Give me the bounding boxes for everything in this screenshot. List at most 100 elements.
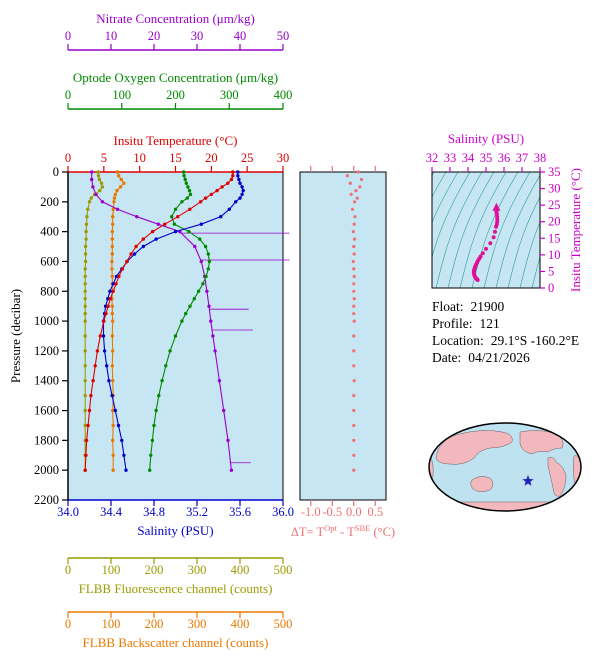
svg-text:20: 20 — [148, 29, 161, 43]
svg-text:33: 33 — [444, 151, 457, 165]
svg-text:300: 300 — [188, 563, 207, 577]
svg-text:5: 5 — [548, 264, 554, 278]
pressure-axis-title: Pressure (decibar) — [8, 288, 23, 384]
oxygen-axis: 0 100 200 300 400 — [65, 88, 293, 110]
delta-t-label-sup1: Opt — [324, 523, 337, 533]
svg-text:36: 36 — [498, 151, 511, 165]
svg-text:40: 40 — [234, 29, 247, 43]
map-border — [428, 422, 582, 512]
nitrate-spike-lines — [179, 232, 290, 464]
nitrate-axis: 0 10 20 30 40 50 — [65, 29, 290, 51]
delta-t-plot-area — [300, 172, 386, 500]
temperature-axis-title: Insitu Temperature (°C) — [113, 133, 238, 148]
svg-text:100: 100 — [112, 88, 131, 102]
svg-text:500: 500 — [274, 563, 293, 577]
svg-text:5: 5 — [101, 151, 107, 165]
svg-text:25: 25 — [241, 151, 254, 165]
svg-text:30: 30 — [277, 151, 290, 165]
svg-text:1800: 1800 — [34, 433, 59, 447]
temperature-axis: 0 5 10 15 20 25 30 — [65, 151, 290, 173]
date-value: 04/21/2026 — [468, 350, 530, 365]
salinity-axis: 34.0 34.4 34.8 35.2 35.6 36.0 — [57, 499, 294, 519]
world-map — [428, 422, 582, 512]
svg-text:0: 0 — [65, 88, 71, 102]
svg-text:2200: 2200 — [34, 493, 59, 507]
date-row: Date: 04/21/2026 — [432, 349, 579, 366]
svg-text:25: 25 — [548, 198, 561, 212]
nitrate-profile — [90, 170, 234, 472]
svg-text:300: 300 — [220, 88, 239, 102]
svg-text:800: 800 — [40, 284, 59, 298]
svg-text:100: 100 — [102, 563, 121, 577]
svg-text:34.0: 34.0 — [57, 505, 79, 519]
date-label: Date: — [432, 350, 462, 365]
salinity-axis-title: Salinity (PSU) — [137, 523, 214, 538]
map-land-eurasia — [435, 430, 513, 465]
delta-t-panel: -1.0 -0.5 0.0 0.5 — [299, 166, 387, 519]
pressure-axis: 0 200 400 600 800 1000 1200 1400 1600 1800 2000 220… — [34, 165, 284, 507]
svg-text:35.2: 35.2 — [186, 505, 208, 519]
svg-text:50: 50 — [277, 29, 290, 43]
svg-text:35: 35 — [480, 151, 493, 165]
svg-text:32: 32 — [426, 151, 439, 165]
svg-text:15: 15 — [169, 151, 182, 165]
svg-text:35: 35 — [548, 165, 561, 179]
fluorescence-axis: 0 100 200 300 400 500 — [65, 557, 293, 577]
svg-text:0: 0 — [65, 617, 71, 631]
svg-text:30: 30 — [191, 29, 204, 43]
delta-t-label-sup2: SBE — [354, 523, 371, 533]
svg-text:400: 400 — [231, 563, 250, 577]
svg-text:200: 200 — [166, 88, 185, 102]
svg-text:0.0: 0.0 — [346, 505, 362, 519]
backscatter-axis-title: FLBB Backscatter channel (counts) — [82, 635, 269, 650]
svg-text:-0.5: -0.5 — [322, 505, 342, 519]
backscatter-profile — [110, 170, 126, 472]
svg-text:300: 300 — [188, 617, 207, 631]
location-row: Location: 29.1°S -160.2°E — [432, 332, 579, 349]
svg-text:15: 15 — [548, 231, 561, 245]
svg-text:200: 200 — [145, 563, 164, 577]
svg-text:400: 400 — [274, 88, 293, 102]
ts-temperature-axis-title: Insitu Temperature (°C) — [568, 168, 583, 292]
svg-text:20: 20 — [205, 151, 218, 165]
svg-text:1000: 1000 — [34, 314, 59, 328]
svg-text:34.8: 34.8 — [143, 505, 165, 519]
svg-text:34: 34 — [462, 151, 475, 165]
svg-text:0.5: 0.5 — [367, 505, 383, 519]
delta-t-label-post: (°C) — [370, 525, 396, 540]
ts-plot-area — [432, 172, 540, 288]
svg-text:20: 20 — [548, 215, 561, 229]
svg-text:0: 0 — [65, 563, 71, 577]
delta-t-label-pre: ΔT= T — [290, 525, 325, 540]
svg-text:100: 100 — [102, 617, 121, 631]
ts-diagram: 32 33 34 35 36 37 38 0 5 10 15 20 25 30 35 — [426, 151, 561, 295]
svg-text:-1.0: -1.0 — [301, 505, 321, 519]
map-land-south-america — [547, 457, 567, 497]
svg-text:37: 37 — [516, 151, 529, 165]
svg-text:400: 400 — [231, 617, 250, 631]
float-id-row: Float: 21900 — [432, 298, 579, 315]
location-label: Location: — [432, 333, 484, 348]
svg-text:10: 10 — [105, 29, 118, 43]
oxygen-axis-title: Optode Oxygen Concentration (μm/kg) — [72, 70, 279, 85]
delta-t-axis-label: ΔT= TOpt - TSBE (°C) — [278, 523, 408, 540]
float-id-label: Float: — [432, 299, 464, 314]
delta-t-label-mid: - T — [336, 525, 355, 540]
svg-text:500: 500 — [274, 617, 293, 631]
oxygen-profile — [148, 170, 212, 472]
ts-curve — [471, 202, 501, 282]
map-land-australia — [470, 476, 494, 492]
float-location-star — [522, 475, 534, 486]
nitrate-axis-title: Nitrate Concentration (μm/kg) — [96, 11, 255, 26]
profile-number-row: Profile: 121 — [432, 315, 579, 332]
svg-text:200: 200 — [40, 195, 59, 209]
backscatter-axis: 0 100 200 300 400 500 — [65, 611, 293, 631]
svg-text:0: 0 — [65, 29, 71, 43]
svg-text:38: 38 — [534, 151, 547, 165]
svg-text:0: 0 — [548, 281, 554, 295]
temperature-profile — [83, 170, 235, 472]
profile-number-label: Profile: — [432, 316, 473, 331]
svg-text:400: 400 — [40, 225, 59, 239]
